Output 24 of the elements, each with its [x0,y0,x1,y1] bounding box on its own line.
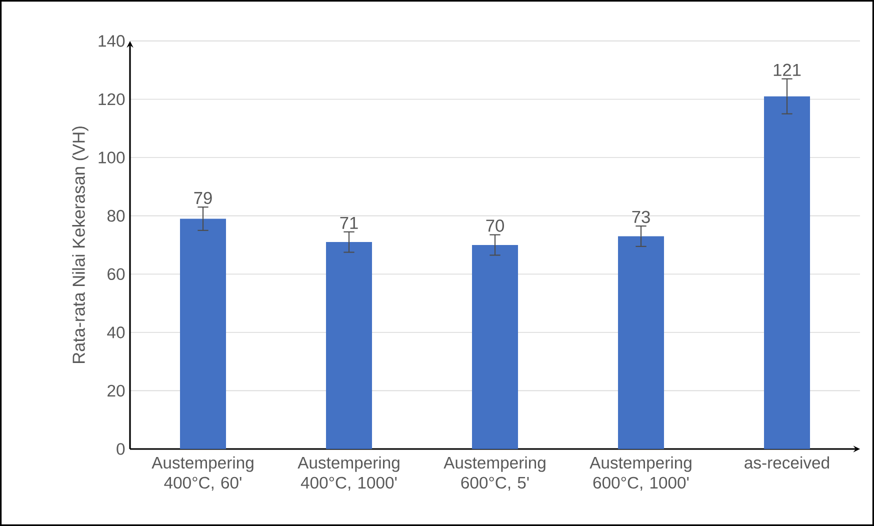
y-tick-label: 60 [108,268,125,280]
data-label: 73 [632,210,650,224]
bar [472,244,518,449]
bar [326,242,372,449]
y-tick-label: 80 [107,210,125,222]
x-tick-label: Austempering 600°C, 1000' [590,456,692,491]
data-label: 121 [774,64,801,76]
data-label: 70 [486,220,504,232]
x-tick-label: Austempering 400°C, 60' [152,456,254,491]
y-tick-label: 140 [98,35,125,47]
y-tick-label: 40 [107,326,125,338]
y-tick-label: 0 [116,443,125,455]
y-tick-label: 20 [108,384,125,397]
data-label: 79 [194,192,212,204]
y-tick-label: 100 [98,152,125,164]
bar [180,218,226,449]
bar [618,236,664,449]
data-label: 71 [340,217,358,229]
x-tick-label: Austempering 600°C, 5' [444,456,546,491]
x-tick-label: as-received [744,456,829,469]
bar [764,96,810,449]
y-tick-label: 120 [98,93,125,106]
y-axis-title: Rata-rata Nilai Kekerasan (VH) [72,126,88,363]
x-tick-label: Austempering 400°C, 1000' [298,456,400,491]
